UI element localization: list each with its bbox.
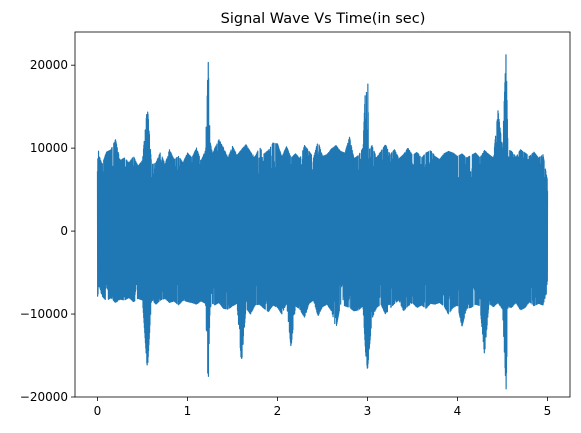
- x-axis: 0 1 2 3 4 5: [94, 397, 552, 418]
- signal-series-line: [96, 54, 549, 390]
- series-layer: [96, 54, 549, 390]
- x-tick-label: 5: [544, 404, 552, 418]
- chart-title: Signal Wave Vs Time(in sec): [221, 11, 426, 27]
- y-tick-label: −10000: [20, 307, 68, 321]
- x-tick-label: 0: [94, 404, 102, 418]
- x-tick-label: 3: [364, 404, 372, 418]
- y-tick-label: 0: [60, 224, 68, 238]
- y-tick-label: −20000: [20, 390, 68, 404]
- y-tick-label: 10000: [30, 141, 68, 155]
- y-tick-label: 20000: [30, 58, 68, 72]
- x-tick-label: 2: [274, 404, 282, 418]
- y-axis: −20000 −10000 0 10000 20000: [20, 58, 75, 404]
- plot-frame: [74, 31, 571, 398]
- x-tick-label: 1: [184, 404, 192, 418]
- x-tick-label: 4: [454, 404, 462, 418]
